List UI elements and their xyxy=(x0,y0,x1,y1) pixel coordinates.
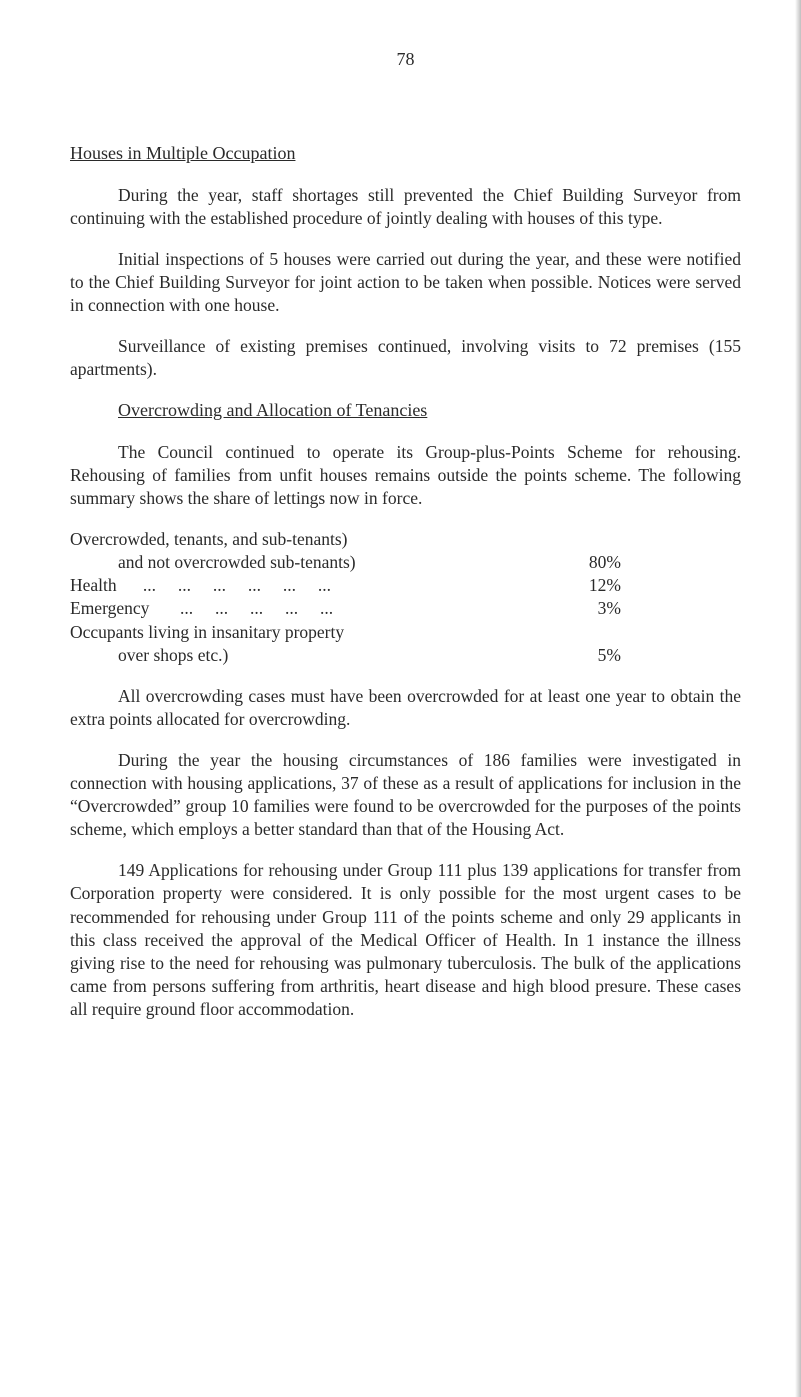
paragraph: The Council continued to operate its Gro… xyxy=(70,441,741,510)
summary-table: Overcrowded, tenants, and sub-tenants) a… xyxy=(70,528,741,667)
summary-label: over shops etc.) xyxy=(70,644,228,667)
paragraph: During the year the housing circumstance… xyxy=(70,749,741,841)
summary-value: 80% xyxy=(589,551,741,574)
paragraph: Initial inspections of 5 houses were car… xyxy=(70,248,741,317)
summary-value: 3% xyxy=(598,597,741,620)
summary-label: Health ... ... ... ... ... ... xyxy=(70,574,331,597)
section-heading-overcrowding: Overcrowding and Allocation of Tenancies xyxy=(118,399,741,423)
paragraph: During the year, staff shortages still p… xyxy=(70,184,741,230)
page-edge-shadow xyxy=(795,0,801,1397)
paragraph: All overcrowding cases must have been ov… xyxy=(70,685,741,731)
section-heading-houses: Houses in Multiple Occupation xyxy=(70,142,741,166)
page-number: 78 xyxy=(70,48,741,72)
summary-label: and not overcrowded sub-tenants) xyxy=(70,551,356,574)
summary-value: 5% xyxy=(598,644,741,667)
summary-label: Overcrowded, tenants, and sub-tenants) xyxy=(70,528,347,551)
summary-label: Occupants living in insanitary property xyxy=(70,621,344,644)
summary-value: 12% xyxy=(589,574,741,597)
summary-label: Emergency ... ... ... ... ... xyxy=(70,597,333,620)
paragraph: 149 Applications for rehousing under Gro… xyxy=(70,859,741,1021)
paragraph: Surveillance of existing premises contin… xyxy=(70,335,741,381)
